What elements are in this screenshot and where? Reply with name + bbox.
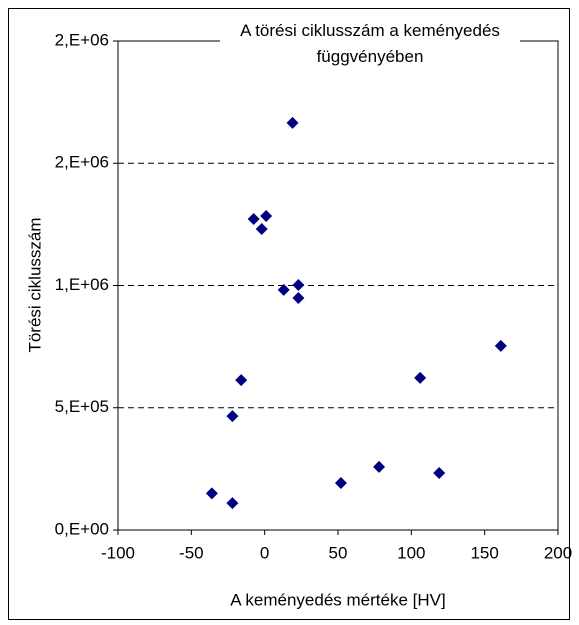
y-tick-label: 2,E+06 — [55, 153, 109, 172]
chart-title: A törési ciklusszám a keményedés függvén… — [220, 18, 520, 70]
scatter-point — [414, 371, 427, 384]
y-tick-label: 2,E+06 — [55, 30, 109, 49]
scatter-point — [247, 212, 260, 225]
scatter-point — [494, 339, 507, 352]
scatter-point — [292, 279, 305, 292]
x-tick-label: 50 — [329, 543, 348, 562]
x-tick-label: 150 — [470, 543, 498, 562]
y-tick-label: 1,E+06 — [55, 275, 109, 294]
scatter-point — [277, 283, 290, 296]
x-tick-label: -50 — [179, 543, 204, 562]
scatter-point — [260, 210, 273, 223]
x-tick-label: 0 — [260, 543, 269, 562]
scatter-point — [205, 487, 218, 500]
scatter-point — [286, 116, 299, 129]
scatter-point — [433, 467, 446, 480]
scatter-point — [334, 477, 347, 490]
y-tick-label: 5,E+05 — [55, 397, 109, 416]
y-tick-label: 0,E+00 — [55, 519, 109, 538]
x-axis-label: A keményedés mértéke [HV] — [230, 590, 445, 609]
scatter-point — [292, 291, 305, 304]
x-tick-label: 200 — [544, 543, 572, 562]
scatter-point — [235, 374, 248, 387]
scatter-point — [226, 497, 239, 510]
scatter-point — [226, 410, 239, 423]
x-tick-label: 100 — [397, 543, 425, 562]
scatter-point — [255, 223, 268, 236]
y-axis-label: Törési ciklusszám — [25, 217, 44, 352]
x-tick-label: -100 — [101, 543, 135, 562]
scatter-point — [373, 460, 386, 473]
